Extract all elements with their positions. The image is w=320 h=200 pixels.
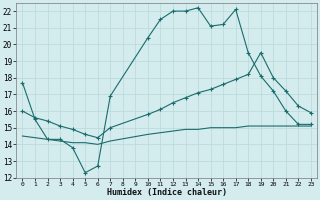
X-axis label: Humidex (Indice chaleur): Humidex (Indice chaleur): [107, 188, 227, 197]
